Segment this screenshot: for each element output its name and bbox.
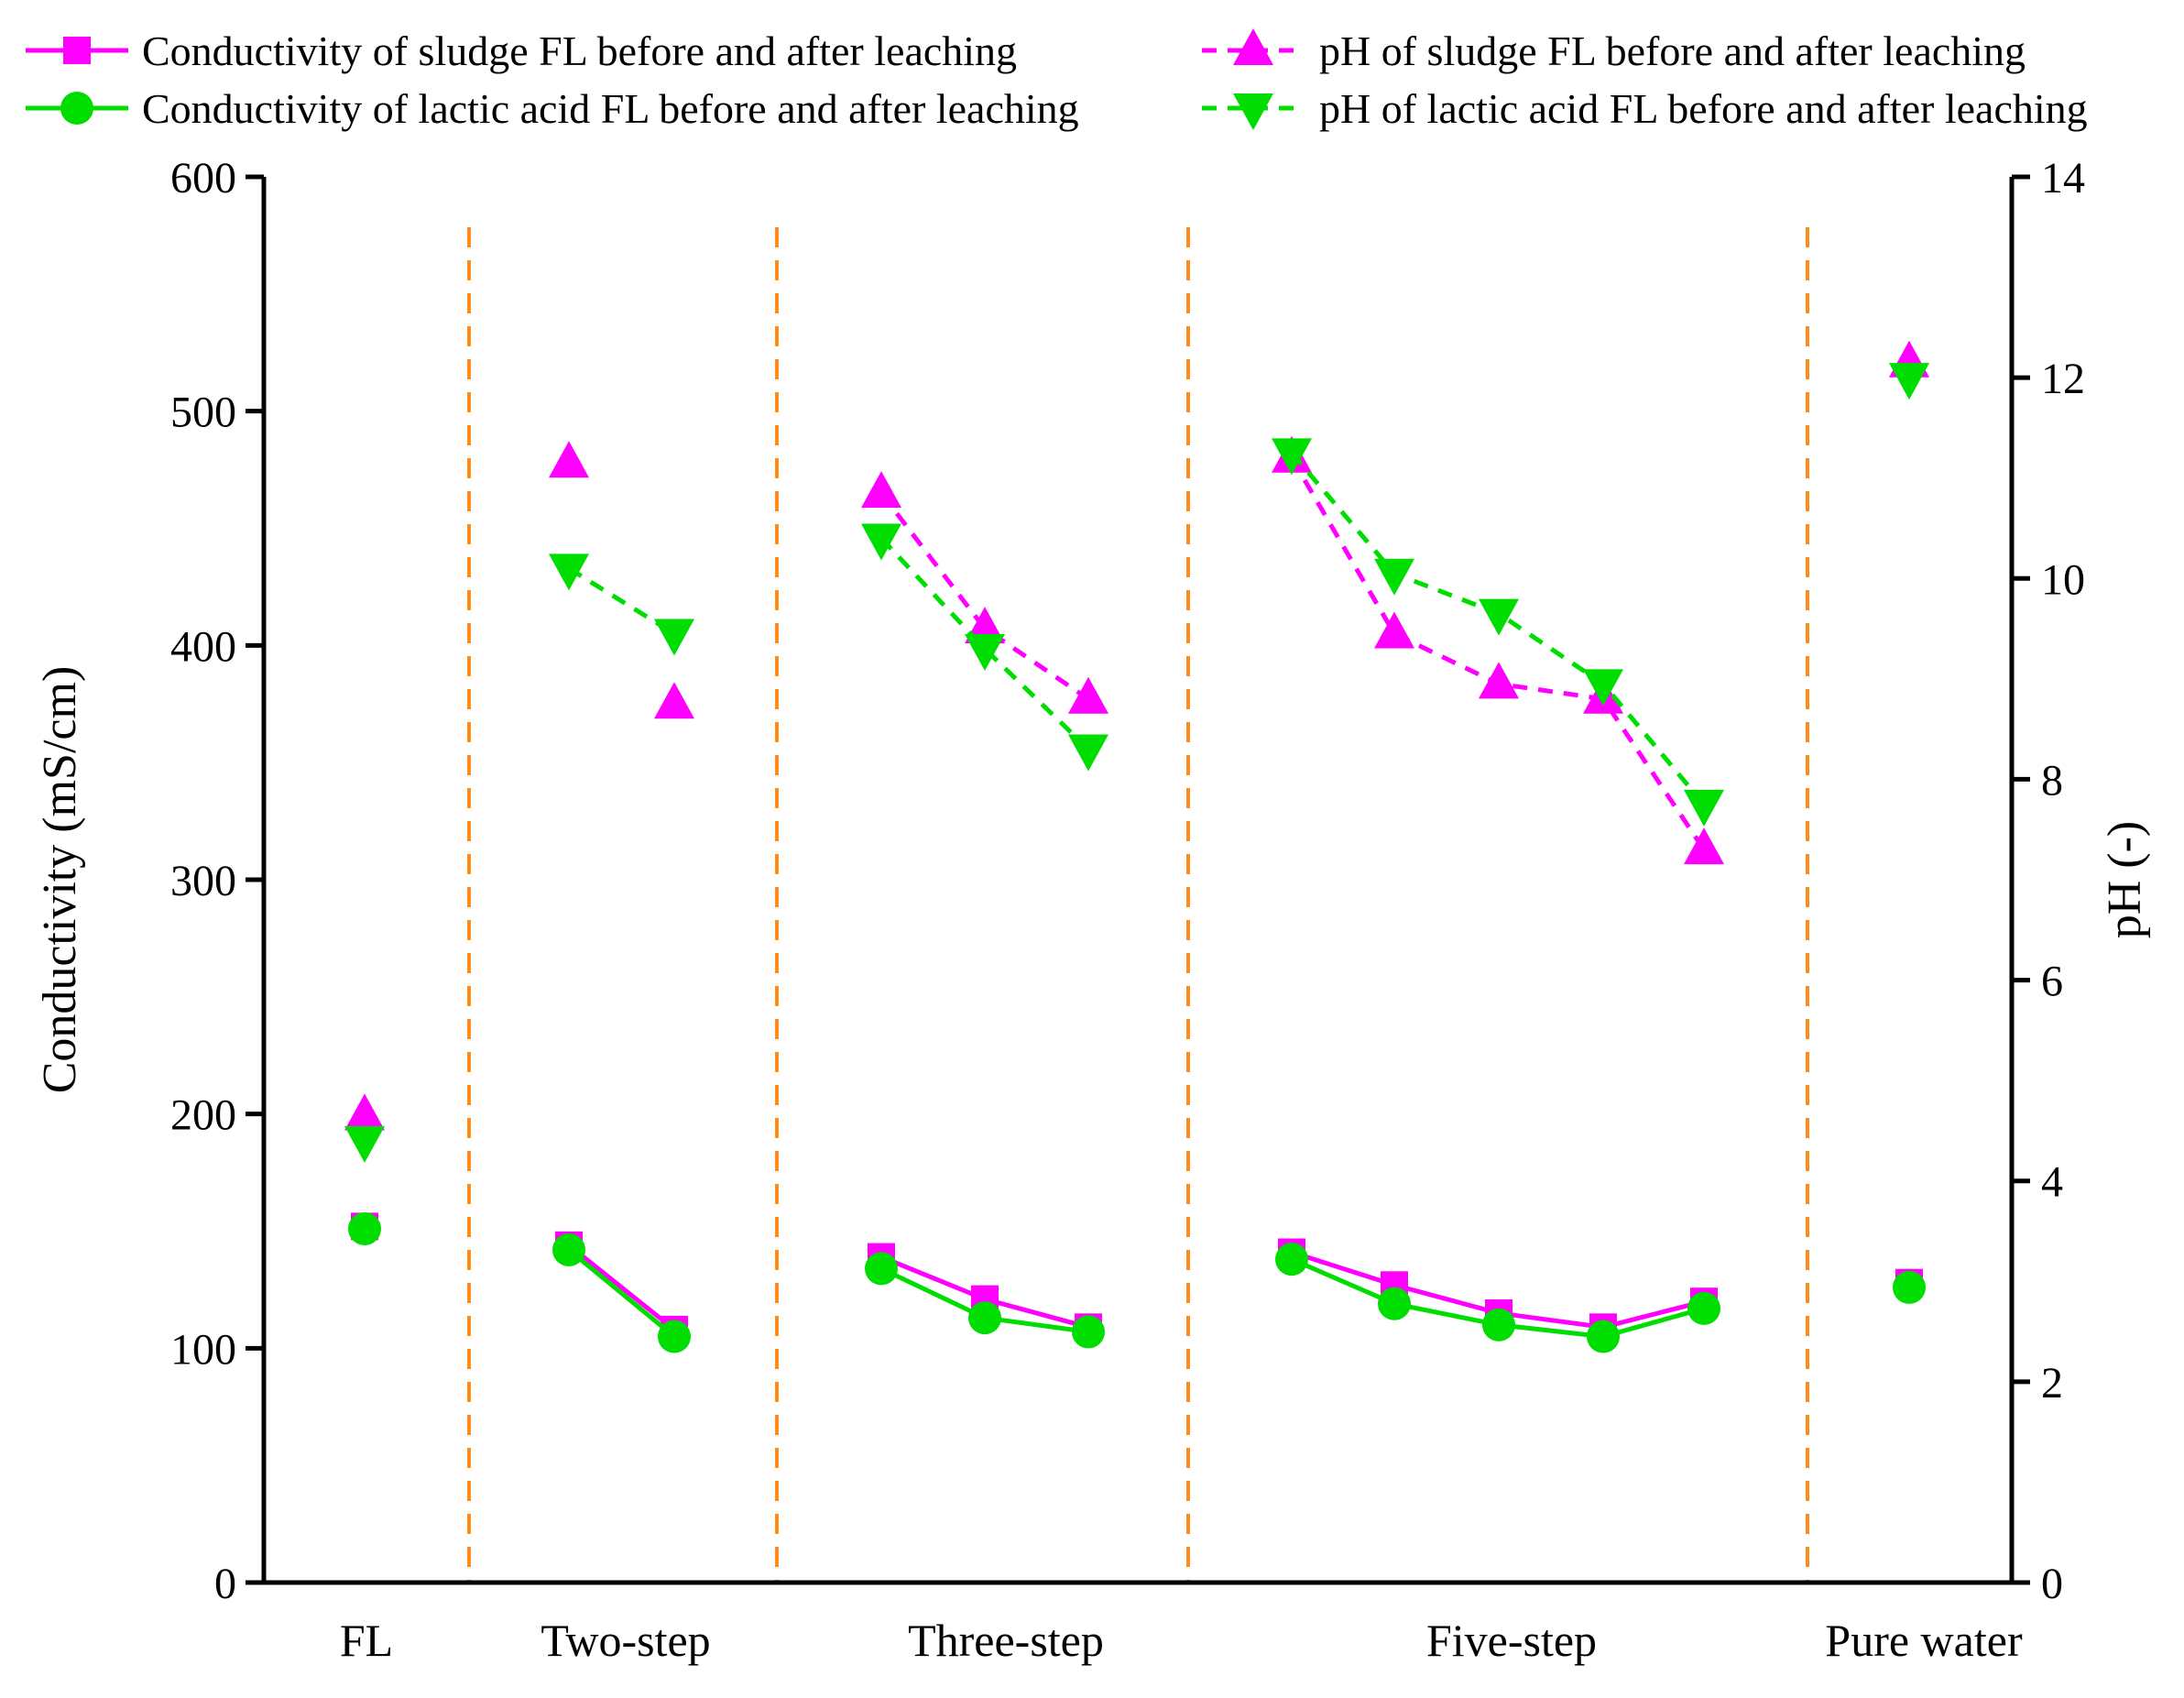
x-category-label: Three-step <box>908 1615 1104 1666</box>
data-point <box>1374 558 1414 596</box>
data-point <box>1072 1315 1105 1349</box>
data-point <box>1374 611 1414 649</box>
right-tick-label: 4 <box>2041 1158 2063 1207</box>
legend: Conductivity of sludge FL before and aft… <box>26 27 2088 132</box>
data-point <box>1068 676 1108 714</box>
legend-marker <box>1233 28 1273 65</box>
data-point <box>549 553 589 591</box>
right-tick-label: 2 <box>2041 1359 2063 1408</box>
legend-item-1: Conductivity of sludge FL before and aft… <box>26 27 1017 74</box>
right-tick-label: 6 <box>2041 958 2063 1006</box>
right-tick-label: 10 <box>2041 555 2085 604</box>
data-point <box>549 441 589 478</box>
legend-marker <box>60 92 93 125</box>
left-tick-label: 500 <box>170 389 236 437</box>
data-point <box>1378 1287 1411 1320</box>
right-tick-label: 8 <box>2041 756 2063 805</box>
data-point <box>1684 827 1724 865</box>
series-line <box>879 491 1090 701</box>
right-tick-label: 14 <box>2041 154 2085 203</box>
legend-label: pH of lactic acid FL before and after le… <box>1319 85 2088 132</box>
data-point <box>965 633 1005 671</box>
data-point <box>344 1125 385 1163</box>
data-point <box>658 1320 691 1353</box>
legend-label: pH of sludge FL before and after leachin… <box>1319 27 2026 74</box>
left-tick-label: 200 <box>170 1091 236 1140</box>
data-point <box>348 1211 381 1245</box>
data-point <box>861 523 901 561</box>
series-2 <box>348 1211 1926 1353</box>
series-4 <box>344 363 1929 1163</box>
series-line <box>567 1248 676 1339</box>
left-axis-title: Conductivity (mS/cm) <box>34 666 86 1094</box>
data-point <box>344 1093 385 1131</box>
x-category-label: Pure water <box>1825 1615 2023 1666</box>
data-point <box>1893 1270 1926 1304</box>
legend-label: Conductivity of lactic acid FL before an… <box>142 85 1079 132</box>
data-point <box>1587 1320 1620 1353</box>
series-line <box>567 1243 676 1331</box>
data-point <box>865 1252 898 1286</box>
left-tick-label: 600 <box>170 154 236 203</box>
right-tick-label: 12 <box>2041 355 2085 403</box>
right-axis-title: pH (-) <box>2099 821 2151 939</box>
left-tick-label: 300 <box>170 857 236 905</box>
x-category-label: Five-step <box>1426 1615 1597 1666</box>
data-point <box>1479 662 1519 699</box>
left-tick-label: 400 <box>170 622 236 671</box>
data-point <box>1275 1243 1308 1276</box>
legend-item-4: pH of lactic acid FL before and after le… <box>1202 85 2088 132</box>
series-1 <box>351 1212 1923 1343</box>
legend-item-3: pH of sludge FL before and after leachin… <box>1202 27 2026 74</box>
legend-item-2: Conductivity of lactic acid FL before an… <box>26 85 1079 132</box>
right-tick-label: 0 <box>2041 1560 2063 1608</box>
x-category-label: FL <box>340 1615 393 1666</box>
data-point <box>968 1301 1001 1335</box>
legend-label: Conductivity of sludge FL before and aft… <box>142 27 1017 74</box>
data-point <box>552 1232 585 1266</box>
data-point <box>1272 438 1312 476</box>
plot-area: 0 100 200 300 400 500 600 0 2 4 6 8 10 12 14 FL Two-step… <box>34 154 2151 1666</box>
data-point <box>1583 669 1623 707</box>
data-point <box>654 619 694 656</box>
data-point <box>1068 734 1108 772</box>
series-3 <box>344 340 1929 1131</box>
data-point <box>1482 1308 1515 1342</box>
data-point <box>1889 363 1929 400</box>
x-category-label: Two-step <box>541 1615 710 1666</box>
series-line <box>1289 456 1707 851</box>
left-tick-label: 0 <box>214 1560 236 1608</box>
data-point <box>1479 598 1519 636</box>
legend-marker <box>1233 93 1273 130</box>
data-point <box>654 682 694 719</box>
data-point <box>861 471 901 509</box>
left-tick-label: 100 <box>170 1325 236 1374</box>
data-point <box>1687 1291 1720 1325</box>
data-point <box>1684 789 1724 827</box>
legend-marker <box>63 37 91 64</box>
